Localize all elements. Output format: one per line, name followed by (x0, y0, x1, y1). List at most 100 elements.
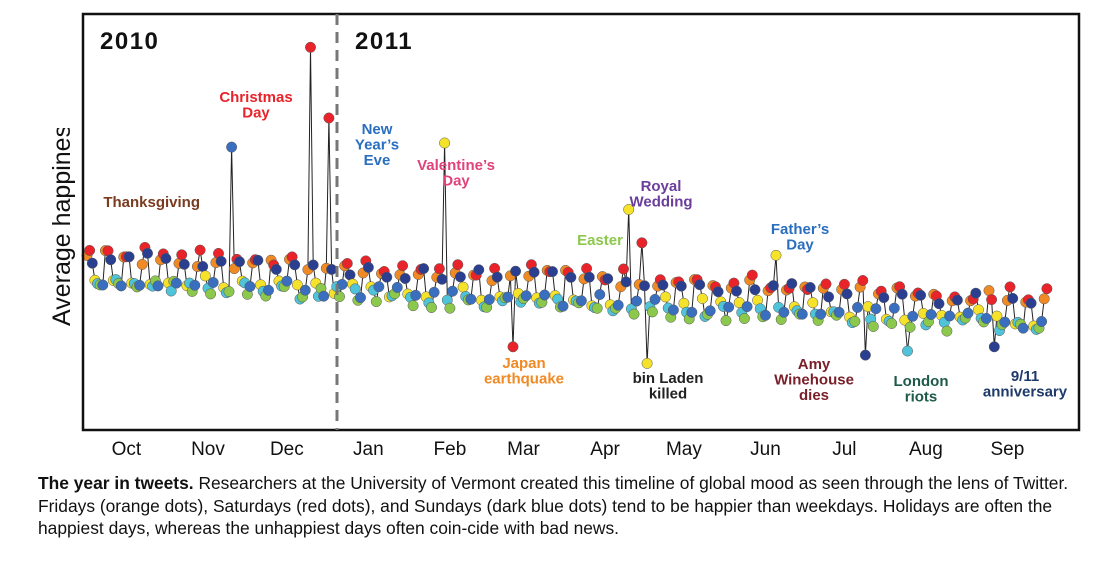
day-point (407, 300, 419, 312)
day-point (612, 299, 624, 311)
day-point (215, 255, 227, 267)
day-point (962, 307, 974, 319)
day-point (223, 286, 235, 298)
event-label: Father’s Day (771, 221, 829, 254)
day-point (878, 292, 890, 304)
day-point (244, 281, 256, 292)
event-label: London riots (894, 373, 949, 406)
day-point (349, 283, 361, 295)
event-label: Japan earthquake (484, 355, 564, 388)
day-point (178, 258, 190, 270)
day-point (381, 271, 393, 283)
day-point (189, 279, 201, 291)
day-point (436, 273, 448, 285)
day-point (547, 266, 558, 278)
day-point (594, 289, 606, 300)
day-point (410, 289, 422, 301)
day-point (289, 259, 301, 271)
day-point (657, 279, 669, 291)
happiness-timeline-chart: 2010 2011 Oct Nov Dec Jan Feb Mar Apr May Jun Jul… (81, 12, 1081, 460)
day-point (746, 269, 758, 281)
day-point (86, 257, 98, 269)
day-point (136, 258, 148, 270)
day-point (326, 263, 338, 275)
day-point (426, 302, 437, 313)
day-point (849, 315, 861, 327)
day-point (263, 284, 274, 296)
day-point (520, 290, 532, 302)
event-label: 9/11 anniversary (983, 368, 1068, 401)
day-point (583, 271, 595, 283)
month-label-jan: Jan (353, 439, 384, 460)
day-point (649, 293, 661, 305)
day-point (428, 286, 440, 298)
day-point (904, 321, 916, 333)
y-axis-label: Average happiness (48, 128, 76, 326)
day-point (444, 302, 456, 314)
day-point (686, 306, 698, 318)
day-point (907, 310, 919, 322)
day-point (483, 294, 495, 305)
event-label: Valentine’s Day (417, 157, 495, 190)
day-point (234, 256, 245, 268)
day-point (980, 312, 992, 324)
day-point (373, 281, 385, 293)
day-point (902, 345, 913, 357)
month-label-sep: Sep (990, 439, 1024, 460)
day-point (778, 306, 790, 318)
month-label-may: May (666, 439, 702, 460)
day-point (760, 309, 771, 321)
day-point (944, 310, 956, 322)
day-point (205, 288, 217, 300)
day-point (857, 275, 869, 286)
y-axis-label-box: Average happiness (48, 128, 76, 326)
day-point (623, 204, 635, 215)
day-point (841, 288, 853, 300)
day-point (859, 349, 871, 361)
day-point (749, 284, 761, 296)
event-label: Easter (577, 232, 623, 249)
day-point (176, 249, 188, 261)
day-point (539, 289, 551, 301)
event-label: bin Laden killed (633, 370, 704, 403)
day-point (507, 341, 519, 353)
day-point (142, 247, 153, 259)
month-label-oct: Oct (112, 439, 142, 460)
day-point (636, 237, 648, 249)
day-point (433, 263, 445, 275)
day-point (591, 302, 603, 314)
day-point (160, 253, 172, 264)
day-point (731, 285, 742, 297)
day-point (370, 296, 382, 308)
day-point (675, 280, 687, 292)
day-point (557, 300, 569, 312)
day-point (925, 309, 937, 320)
month-label-apr: Apr (590, 439, 620, 460)
day-point (796, 308, 808, 320)
year-label-2011: 2011 (355, 28, 413, 55)
day-point (631, 295, 643, 307)
day-point (618, 263, 629, 275)
day-point (867, 321, 879, 332)
day-point (888, 302, 900, 314)
day-point (641, 357, 653, 369)
day-point (97, 279, 109, 291)
day-point (1007, 292, 1019, 304)
day-point (804, 282, 816, 293)
day-point (820, 278, 832, 290)
day-point (602, 273, 614, 285)
day-point (115, 280, 127, 292)
day-point (823, 291, 835, 303)
event-label: Thanksgiving (103, 194, 200, 211)
day-point (815, 308, 827, 320)
day-point (720, 315, 732, 327)
day-point (565, 271, 577, 283)
day-point (134, 279, 146, 291)
x-axis-months: Oct Nov Dec Jan Feb Mar Apr May Jun Jul Aug Sep (112, 439, 1025, 460)
day-point (355, 292, 366, 304)
day-point (770, 249, 782, 261)
day-point (1025, 297, 1037, 309)
day-point (170, 277, 182, 289)
day-point (473, 264, 485, 276)
month-label-feb: Feb (434, 439, 467, 460)
